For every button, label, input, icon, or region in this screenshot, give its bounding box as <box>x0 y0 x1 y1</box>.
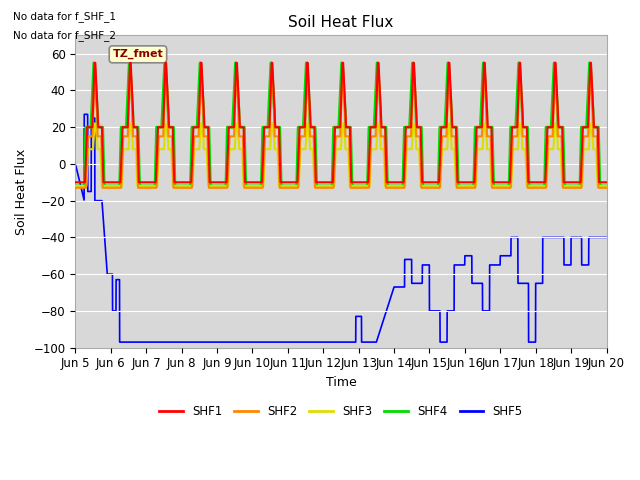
Y-axis label: Soil Heat Flux: Soil Heat Flux <box>15 148 28 235</box>
Text: TZ_fmet: TZ_fmet <box>113 49 163 60</box>
Text: No data for f_SHF_2: No data for f_SHF_2 <box>13 30 116 41</box>
X-axis label: Time: Time <box>326 376 356 389</box>
Title: Soil Heat Flux: Soil Heat Flux <box>288 15 394 30</box>
Text: No data for f_SHF_1: No data for f_SHF_1 <box>13 11 116 22</box>
Legend: SHF1, SHF2, SHF3, SHF4, SHF5: SHF1, SHF2, SHF3, SHF4, SHF5 <box>154 400 527 423</box>
